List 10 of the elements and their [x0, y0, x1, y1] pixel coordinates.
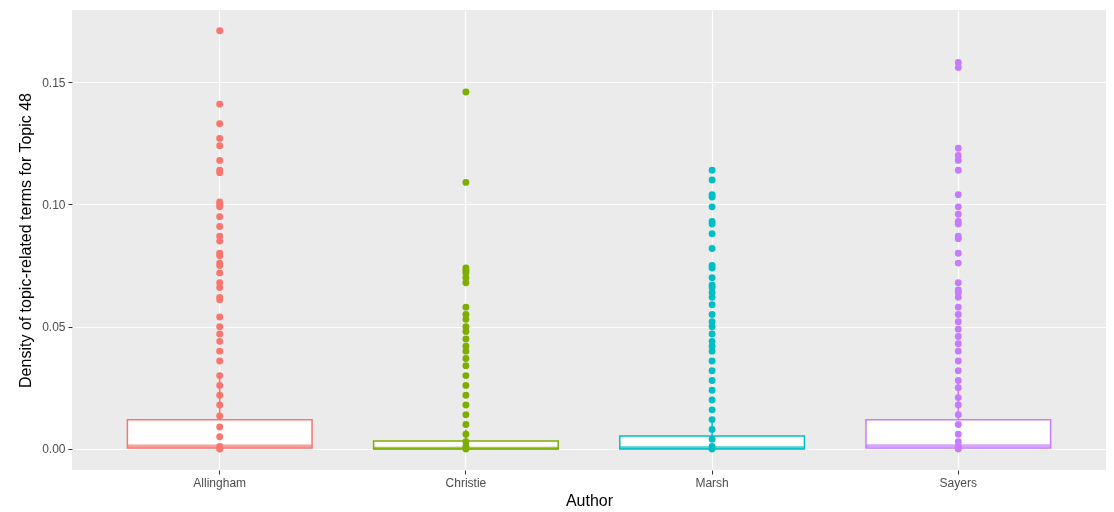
- y-tick-label: 0.00: [42, 442, 66, 457]
- x-axis-title: Author: [565, 491, 614, 509]
- x-tick-label: Christie: [445, 475, 487, 490]
- y-axis-title: Density of topic-related terms for Topic 48: [17, 92, 35, 388]
- x-tick-label: Marsh: [695, 475, 729, 490]
- x-tick-label: Sayers: [939, 475, 977, 490]
- y-tick-label: 0.15: [42, 75, 66, 90]
- x-tick-label: Allingham: [193, 475, 247, 490]
- y-tick-label: 0.10: [42, 197, 66, 212]
- y-tick-label: 0.05: [42, 320, 66, 335]
